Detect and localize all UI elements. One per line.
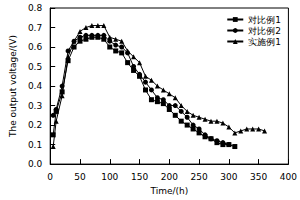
svg-text:100: 100 <box>101 172 118 182</box>
svg-text:0.1: 0.1 <box>28 140 42 150</box>
svg-text:0.7: 0.7 <box>28 23 42 33</box>
svg-text:0.3: 0.3 <box>28 101 42 111</box>
svg-text:0.8: 0.8 <box>28 3 43 13</box>
svg-text:300: 300 <box>220 172 237 182</box>
svg-text:0.4: 0.4 <box>28 81 43 91</box>
svg-text:0.2: 0.2 <box>28 120 42 130</box>
svg-text:350: 350 <box>250 172 267 182</box>
svg-text:400: 400 <box>280 172 297 182</box>
svg-text:50: 50 <box>74 172 86 182</box>
svg-text:0.6: 0.6 <box>28 42 43 52</box>
svg-text:对比例2: 对比例2 <box>248 26 281 36</box>
svg-text:对比例1: 对比例1 <box>248 15 281 25</box>
svg-text:0: 0 <box>47 172 53 182</box>
svg-text:Time/(h): Time/(h) <box>149 186 188 196</box>
svg-text:200: 200 <box>161 172 178 182</box>
svg-text:150: 150 <box>131 172 148 182</box>
svg-text:250: 250 <box>190 172 207 182</box>
svg-text:0.5: 0.5 <box>28 62 42 72</box>
svg-text:实施例1: 实施例1 <box>248 37 281 47</box>
svg-text:0.0: 0.0 <box>28 159 43 169</box>
svg-text:The output voltage/(V): The output voltage/(V) <box>8 35 18 138</box>
